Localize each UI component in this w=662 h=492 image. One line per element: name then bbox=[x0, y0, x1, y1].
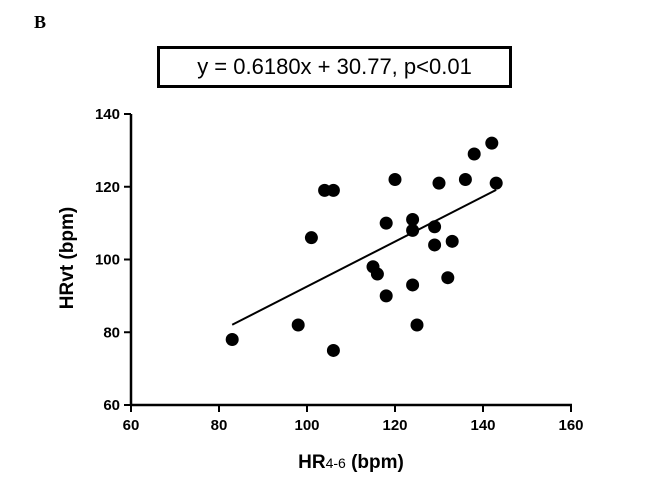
data-point bbox=[388, 172, 402, 186]
x-tick-label: 140 bbox=[470, 417, 495, 434]
y-axis-label: HRvt (bpm) bbox=[57, 207, 78, 309]
data-point bbox=[326, 183, 340, 197]
axes bbox=[129, 114, 572, 407]
data-point bbox=[432, 176, 446, 190]
data-point bbox=[379, 216, 393, 230]
x-axis-label: HR4-6 (bpm) bbox=[298, 452, 404, 473]
data-point bbox=[467, 147, 481, 161]
data-point bbox=[406, 212, 420, 226]
data-point bbox=[291, 318, 305, 332]
data-point bbox=[441, 271, 455, 285]
x-axis-label-main: HR bbox=[298, 452, 326, 473]
data-point bbox=[379, 289, 393, 303]
ticks: 60 80 100 120 140 160 60 80 100 120 140 bbox=[95, 106, 584, 434]
data-point bbox=[428, 238, 442, 252]
x-tick-label: 160 bbox=[558, 417, 583, 434]
data-point bbox=[370, 267, 384, 281]
data-point bbox=[410, 318, 424, 332]
regression-line bbox=[231, 188, 497, 326]
y-tick-label: 60 bbox=[103, 397, 120, 414]
x-axis-label-subscript: 4-6 bbox=[326, 455, 346, 471]
regression-line-group bbox=[231, 188, 497, 326]
data-point bbox=[406, 223, 420, 237]
x-axis-label-unit: (bpm) bbox=[346, 452, 404, 473]
x-tick-label: 120 bbox=[382, 417, 407, 434]
regression-equation-box: y = 0.6180x + 30.77, p<0.01 bbox=[157, 46, 512, 88]
x-tick-label: 60 bbox=[123, 417, 140, 434]
data-points bbox=[225, 136, 503, 357]
panel-label: B bbox=[34, 12, 47, 32]
data-point bbox=[485, 136, 499, 150]
data-point bbox=[304, 231, 318, 245]
data-point bbox=[428, 220, 442, 234]
y-tick-label: 80 bbox=[103, 324, 120, 341]
data-point bbox=[458, 172, 472, 186]
x-tick-label: 80 bbox=[211, 417, 228, 434]
data-point bbox=[445, 234, 459, 248]
data-point bbox=[406, 278, 420, 292]
data-point bbox=[326, 343, 340, 357]
y-tick-label: 100 bbox=[95, 252, 120, 269]
regression-equation: y = 0.6180x + 30.77, p<0.01 bbox=[197, 54, 472, 79]
data-point bbox=[489, 176, 503, 190]
y-tick-label: 140 bbox=[95, 106, 120, 123]
x-tick-label: 100 bbox=[294, 417, 319, 434]
y-tick-label: 120 bbox=[95, 179, 120, 196]
data-point bbox=[225, 333, 239, 347]
